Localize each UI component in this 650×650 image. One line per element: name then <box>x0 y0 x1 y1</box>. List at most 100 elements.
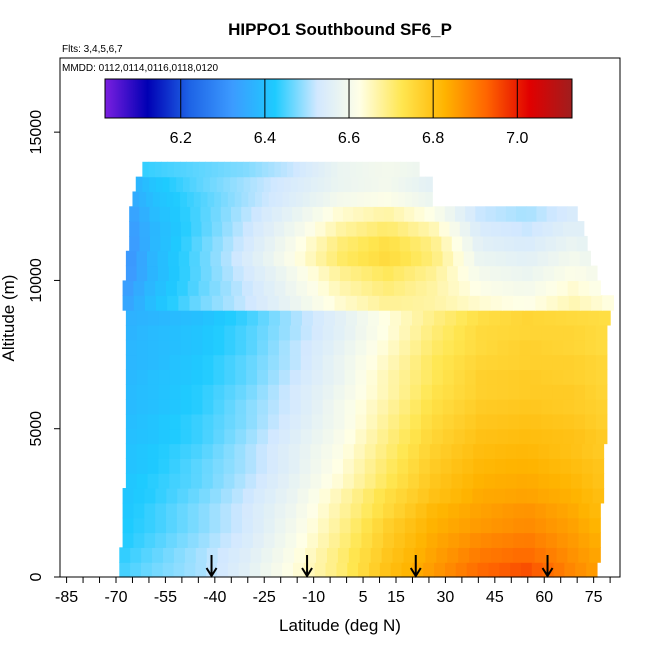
heatmap-cell <box>458 547 470 563</box>
heatmap-cell <box>397 221 409 237</box>
heatmap-cell <box>207 191 215 207</box>
heatmap-cell <box>257 413 269 430</box>
heatmap-cell <box>469 517 482 534</box>
heatmap-cell <box>315 221 327 237</box>
heatmap-cell <box>524 502 536 519</box>
heatmap-cell <box>495 206 507 222</box>
heatmap-cell <box>216 176 224 193</box>
heatmap-cell <box>489 265 502 282</box>
heatmap-cell <box>273 221 285 237</box>
heatmap-cell <box>480 502 493 519</box>
heatmap-cell <box>192 161 200 178</box>
heatmap-cell <box>478 310 490 326</box>
heatmap-cell <box>574 339 586 356</box>
heatmap-cell <box>497 324 510 341</box>
heatmap-cell <box>191 354 203 370</box>
heatmap-cell <box>377 191 386 207</box>
heatmap-cell <box>364 473 377 489</box>
heatmap-cell <box>432 250 444 267</box>
heatmap-cell <box>468 265 480 282</box>
heatmap-cell <box>224 399 236 415</box>
heatmap-cell <box>227 191 236 207</box>
heatmap-cell <box>497 428 510 445</box>
heatmap-cell <box>246 413 258 430</box>
heatmap-cell <box>151 562 164 578</box>
heatmap-cell <box>469 532 482 548</box>
heatmap-cell <box>263 176 272 193</box>
heatmap-cell <box>469 280 482 296</box>
heatmap-cell <box>350 280 363 296</box>
heatmap-cell <box>330 488 342 504</box>
heatmap-cell <box>191 339 203 356</box>
heatmap-cell <box>296 280 308 296</box>
heatmap-cell <box>254 265 266 282</box>
heatmap-cell <box>453 399 466 415</box>
heatmap-cell <box>549 473 561 489</box>
plot-frame <box>59 57 621 578</box>
heatmap-cell <box>202 235 214 252</box>
heatmap-cell <box>275 191 283 207</box>
heatmap-cell <box>295 235 307 252</box>
heatmap-cell <box>169 428 182 445</box>
heatmap-cell <box>556 280 569 296</box>
colorbar-ticks: 6.2 6.4 6.6 6.8 7.0 <box>170 79 529 147</box>
heatmap-cell <box>242 532 254 548</box>
heatmap-cell <box>169 399 182 415</box>
heatmap-cell <box>200 206 212 222</box>
heatmap-cell <box>398 176 406 193</box>
heatmap-cell <box>484 458 496 474</box>
heatmap-cell <box>552 221 564 237</box>
heatmap-cell <box>505 443 518 459</box>
heatmap-cell <box>377 354 389 370</box>
heatmap-cell <box>502 280 514 296</box>
heatmap-cell <box>431 369 444 385</box>
heatmap-cell <box>469 502 482 519</box>
heatmap-cell <box>589 502 601 519</box>
x-tick-label: 5 <box>359 589 368 606</box>
heatmap-cell <box>464 384 477 400</box>
heatmap-cell <box>257 176 265 193</box>
heatmap-cell <box>310 458 322 474</box>
heatmap-cell <box>410 339 422 356</box>
heatmap-cell <box>513 280 525 296</box>
heatmap-cell <box>235 428 247 445</box>
heatmap-cell <box>556 547 569 563</box>
heatmap-cell <box>147 354 160 370</box>
heatmap-cell <box>343 161 351 178</box>
heatmap-cell <box>400 250 412 267</box>
heatmap-cell <box>300 369 313 385</box>
heatmap-cell <box>202 384 214 400</box>
heatmap-cell <box>502 517 514 534</box>
x-tick-label: 30 <box>437 589 455 606</box>
heatmap-cell <box>294 250 306 267</box>
heatmap-cell <box>288 443 301 459</box>
heatmap-cell <box>342 473 355 489</box>
heatmap-cell <box>251 206 263 222</box>
heatmap-cell <box>516 488 528 504</box>
heatmap-cell <box>543 265 555 282</box>
heatmap-cell <box>524 235 536 252</box>
heatmap-cell <box>267 473 279 489</box>
heatmap-cell <box>203 176 211 193</box>
heatmap-cell <box>520 562 533 578</box>
heatmap-cell <box>300 384 313 400</box>
heatmap-cell <box>296 502 308 519</box>
heatmap-cell <box>257 339 269 356</box>
heatmap-cell <box>279 310 292 326</box>
heatmap-cell <box>398 191 406 207</box>
heatmap-cell <box>491 280 504 296</box>
heatmap-cell <box>220 517 232 534</box>
heatmap-cell <box>260 562 272 578</box>
heatmap-cell <box>493 235 505 252</box>
heatmap-cell <box>314 562 327 578</box>
heatmap-cell <box>567 280 580 296</box>
heatmap-cell <box>233 235 245 252</box>
heatmap-cell <box>263 532 276 548</box>
flight-marker-arrowhead <box>409 567 422 578</box>
heatmap-cell <box>406 488 419 504</box>
heatmap-cell <box>491 532 504 548</box>
heatmap-cell <box>316 191 324 207</box>
heatmap-cell <box>387 221 399 237</box>
heatmap-cell <box>189 250 201 267</box>
heatmap-cell <box>180 339 193 356</box>
